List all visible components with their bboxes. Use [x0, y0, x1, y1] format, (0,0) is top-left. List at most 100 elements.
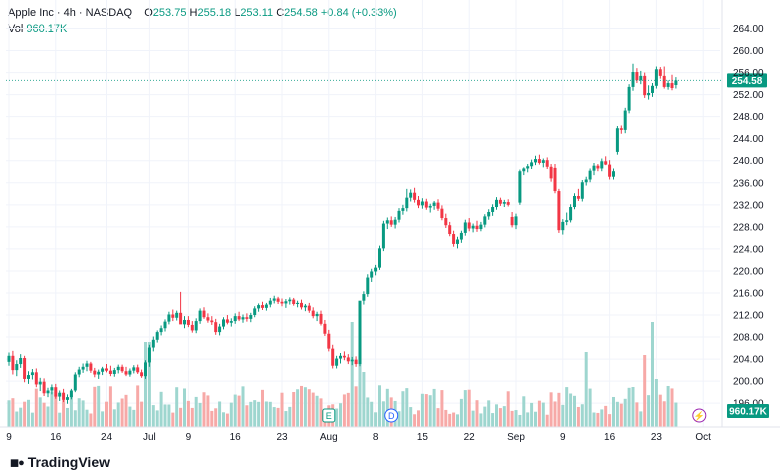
candle-body[interactable] [225, 319, 229, 323]
candle-body[interactable] [651, 85, 654, 93]
candle-body[interactable] [206, 317, 210, 321]
candle-body[interactable] [514, 216, 518, 226]
candle-body[interactable] [479, 224, 483, 230]
candle-body[interactable] [576, 196, 580, 199]
candle-body[interactable] [561, 221, 565, 231]
candle-body[interactable] [362, 294, 366, 301]
candle-body[interactable] [658, 69, 662, 76]
candle-body[interactable] [413, 192, 417, 200]
candle-body[interactable] [237, 316, 241, 320]
candle-body[interactable] [444, 218, 448, 226]
candle-body[interactable] [471, 225, 475, 229]
candle-body[interactable] [27, 375, 30, 379]
candle-body[interactable] [58, 392, 62, 397]
candle-body[interactable] [186, 319, 190, 325]
candle-body[interactable] [144, 362, 147, 377]
candle-body[interactable] [495, 199, 498, 208]
candle-body[interactable] [97, 371, 101, 375]
candle-body[interactable] [623, 110, 627, 130]
candle-body[interactable] [315, 313, 319, 317]
candle-body[interactable] [101, 368, 105, 372]
candle-body[interactable] [300, 302, 303, 308]
candle-body[interactable] [600, 161, 604, 169]
candle-body[interactable] [381, 223, 385, 249]
candle-body[interactable] [569, 207, 573, 221]
candle-body[interactable] [175, 312, 179, 318]
candle-body[interactable] [518, 171, 522, 203]
candle-body[interactable] [463, 222, 467, 233]
candle-body[interactable] [456, 239, 459, 244]
candle-body[interactable] [62, 392, 66, 400]
candle-body[interactable] [498, 199, 502, 204]
split-event-marker[interactable] [692, 408, 707, 423]
legend-symbol[interactable]: Apple Inc · 4h · NASDAQ [8, 7, 133, 19]
candle-body[interactable] [459, 232, 463, 240]
candle-body[interactable] [218, 326, 222, 333]
candle-body[interactable] [42, 381, 46, 394]
candle-body[interactable] [354, 359, 358, 365]
candle-body[interactable] [358, 300, 362, 365]
candle-body[interactable] [549, 166, 553, 179]
candle-body[interactable] [253, 308, 257, 316]
candle-body[interactable] [584, 179, 588, 183]
candle-body[interactable] [116, 366, 120, 371]
candle-body[interactable] [77, 369, 81, 375]
candle-body[interactable] [179, 312, 183, 325]
candle-body[interactable] [222, 319, 225, 327]
candle-body[interactable] [171, 314, 175, 318]
candle-body[interactable] [241, 317, 245, 320]
candle-body[interactable] [537, 159, 541, 163]
earnings-event-marker[interactable] [322, 408, 336, 423]
candle-body[interactable] [631, 72, 635, 87]
candle-body[interactable] [475, 225, 479, 230]
candle-body[interactable] [210, 320, 214, 323]
candle-body[interactable] [615, 128, 619, 152]
candle-body[interactable] [436, 202, 440, 209]
candle-body[interactable] [257, 305, 261, 309]
candle-body[interactable] [397, 210, 401, 220]
candle-body[interactable] [639, 75, 643, 81]
candle-body[interactable] [553, 167, 557, 192]
candle-body[interactable] [534, 159, 537, 163]
tradingview-logo[interactable]: ◼● TradingView [10, 454, 110, 470]
candle-body[interactable] [198, 310, 202, 322]
candle-body[interactable] [635, 72, 639, 81]
candle-body[interactable] [580, 182, 584, 199]
candle-body[interactable] [124, 371, 128, 375]
candle-body[interactable] [370, 271, 374, 278]
candle-body[interactable] [272, 298, 276, 301]
candle-body[interactable] [155, 332, 159, 340]
candle-body[interactable] [557, 191, 561, 231]
candle-body[interactable] [385, 220, 389, 224]
candle-body[interactable] [654, 69, 658, 86]
candle-body[interactable] [319, 313, 323, 324]
candle-body[interactable] [417, 199, 420, 206]
candle-body[interactable] [194, 321, 198, 331]
dividend-event-marker[interactable] [384, 408, 399, 423]
candle-body[interactable] [545, 160, 549, 167]
candle-body[interactable] [128, 370, 132, 375]
candle-body[interactable] [502, 202, 506, 204]
candle-body[interactable] [432, 202, 436, 206]
candle-body[interactable] [261, 305, 264, 308]
candle-body[interactable] [428, 205, 432, 208]
candle-body[interactable] [510, 216, 514, 226]
candle-body[interactable] [276, 298, 280, 302]
candle-body[interactable] [393, 219, 397, 225]
candle-body[interactable] [440, 208, 444, 219]
candle-body[interactable] [339, 355, 342, 359]
candle-body[interactable] [73, 374, 77, 391]
candle-body[interactable] [245, 317, 249, 319]
candle-body[interactable] [11, 355, 15, 371]
candle-body[interactable] [140, 372, 144, 377]
candle-body[interactable] [50, 387, 54, 391]
candle-body[interactable] [647, 92, 651, 96]
candle-body[interactable] [69, 390, 73, 398]
candle-body[interactable] [405, 197, 409, 209]
candle-body[interactable] [19, 357, 23, 365]
candle-body[interactable] [307, 305, 311, 311]
candle-body[interactable] [389, 220, 393, 225]
candle-body[interactable] [54, 387, 58, 397]
candle-body[interactable] [190, 324, 194, 331]
